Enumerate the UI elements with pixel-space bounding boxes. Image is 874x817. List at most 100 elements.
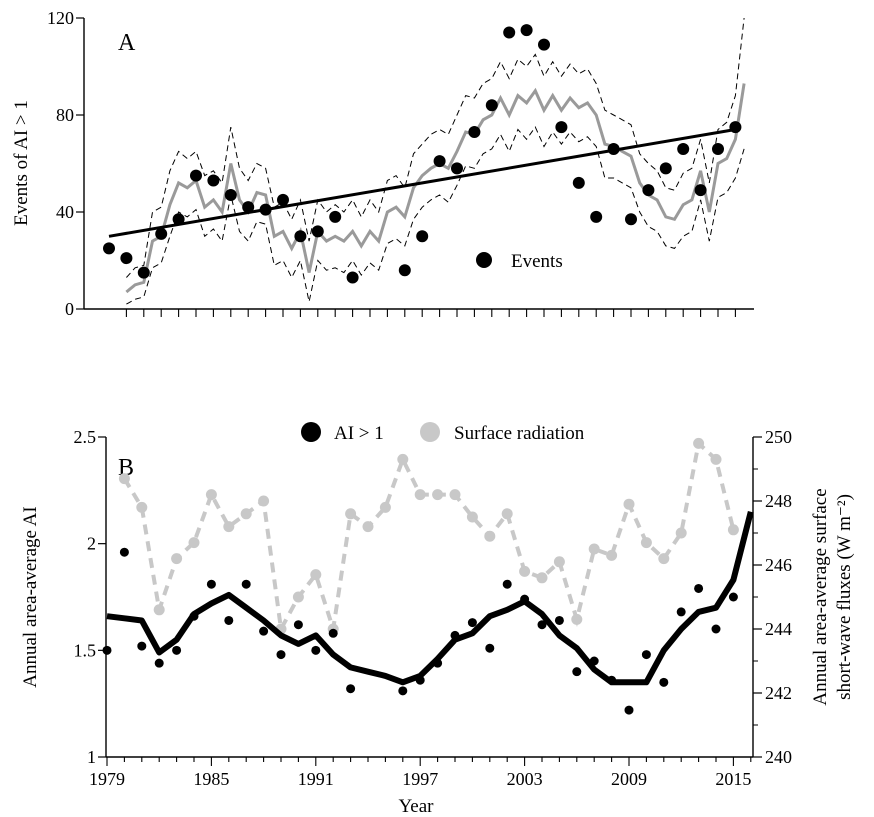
b-radiation-point xyxy=(519,565,531,577)
a-ytick-label: 0 xyxy=(65,299,74,319)
b-radiation-point xyxy=(571,613,583,625)
b-radiation-point xyxy=(118,473,130,485)
b-radiation-point xyxy=(658,553,670,565)
b-radiation-point xyxy=(153,604,165,616)
a-event-point xyxy=(520,24,533,37)
b-ai-point xyxy=(346,684,356,694)
b-y2tick-label: 246 xyxy=(765,555,792,575)
a-event-point xyxy=(712,142,724,155)
panel-a-letter: A xyxy=(118,30,136,56)
b-y2tick-label: 248 xyxy=(765,491,792,511)
b-radiation-point xyxy=(501,508,513,520)
b-radiation-point xyxy=(640,537,652,549)
b-ai-point xyxy=(485,643,495,653)
b-ai-point xyxy=(311,645,321,655)
b-xtick-label: 2003 xyxy=(507,769,543,789)
a-event-point xyxy=(346,271,359,284)
b-radiation-point xyxy=(397,453,409,465)
b-radiation-point xyxy=(710,453,722,465)
a-event-point xyxy=(485,99,498,112)
b-ai-point xyxy=(119,547,129,557)
a-event-point xyxy=(172,213,185,226)
b-ai-point xyxy=(206,579,216,589)
panel-b-y-axis-title: Annual area-average AI xyxy=(20,506,41,687)
b-radiation-point xyxy=(292,591,304,603)
b-radiation-point xyxy=(188,537,200,549)
b-radiation-point xyxy=(414,489,426,501)
b-ai-point xyxy=(641,650,651,660)
a-event-point xyxy=(590,210,603,223)
b-ai-point xyxy=(328,628,338,638)
b-radiation-point xyxy=(675,527,687,539)
b-y2tick-label: 250 xyxy=(765,427,792,447)
b-radiation-point xyxy=(345,508,357,520)
b-ai-point xyxy=(433,658,443,668)
b-ai-point xyxy=(137,641,147,651)
b-y2tick-label: 242 xyxy=(765,683,792,703)
panel-a-y-axis-title: Events of AI > 1 xyxy=(11,100,32,226)
b-ai-point xyxy=(520,594,530,604)
b-ytick-label: 2 xyxy=(87,534,96,554)
b-radiation-point xyxy=(171,553,183,565)
b-ytick-label: 1.5 xyxy=(74,640,97,660)
panel-b-y2-axis-title-line2: short-wave fluxes (W m⁻²) xyxy=(834,494,855,700)
a-event-point xyxy=(190,169,202,182)
legend-events-label: Events xyxy=(511,251,563,272)
panel-b-y2-axis-title-line1: Annual area-average surface xyxy=(810,488,831,705)
b-ai-point xyxy=(676,607,686,617)
a-event-point xyxy=(538,38,550,51)
panel-a-legend: Events xyxy=(476,251,563,272)
b-radiation-point xyxy=(484,530,496,542)
a-event-point xyxy=(659,162,672,175)
b-xtick-label: 1985 xyxy=(193,769,229,789)
a-ytick-label: 120 xyxy=(47,8,74,28)
a-event-point xyxy=(625,213,637,226)
b-ai-point xyxy=(259,626,269,636)
a-event-point xyxy=(572,176,585,189)
a-ytick-label: 40 xyxy=(56,202,74,222)
b-radiation-point xyxy=(432,489,444,501)
b-radiation-point xyxy=(362,521,374,533)
b-ai-point xyxy=(293,620,303,630)
a-event-point xyxy=(311,225,324,238)
a-event-point xyxy=(155,227,168,240)
panel-b-x-axis-title: Year xyxy=(398,796,434,817)
b-radiation-point xyxy=(205,489,217,501)
b-ai-point xyxy=(276,650,286,660)
b-ai-point xyxy=(607,675,617,685)
a-event-point xyxy=(468,125,481,138)
b-radiation-point xyxy=(623,498,635,510)
legend-ai-marker xyxy=(301,422,321,442)
b-ai-point xyxy=(450,630,460,640)
a-event-point xyxy=(555,121,568,134)
a-event-point xyxy=(398,264,411,277)
a-ytick-label: 80 xyxy=(56,105,74,125)
b-ai-point xyxy=(554,615,564,625)
b-radiation-point xyxy=(136,501,148,513)
b-ai-point xyxy=(537,620,547,630)
a-event-point xyxy=(277,193,289,206)
b-ytick-label: 1 xyxy=(87,747,96,767)
a-event-point xyxy=(207,174,220,187)
a-event-point xyxy=(642,184,655,197)
b-xtick-label: 1979 xyxy=(89,769,125,789)
b-radiation-point xyxy=(449,489,461,501)
b-ai-point xyxy=(241,579,251,589)
b-y2tick-label: 244 xyxy=(765,619,792,639)
b-ai-point xyxy=(398,686,408,696)
a-trend-line xyxy=(108,128,736,238)
a-event-point xyxy=(729,121,742,134)
b-radiation-point xyxy=(727,524,739,536)
a-event-point xyxy=(137,266,150,279)
b-xtick-label: 2009 xyxy=(611,769,647,789)
b-ai-point xyxy=(589,656,599,666)
b-radiation-line xyxy=(122,439,736,636)
b-ai-point xyxy=(189,611,199,621)
panel-b-legend: AI > 1 Surface radiation xyxy=(301,422,585,444)
b-xtick-label: 2015 xyxy=(715,769,751,789)
a-event-point xyxy=(294,230,307,243)
a-event-point xyxy=(224,189,237,202)
b-radiation-point xyxy=(258,495,270,507)
